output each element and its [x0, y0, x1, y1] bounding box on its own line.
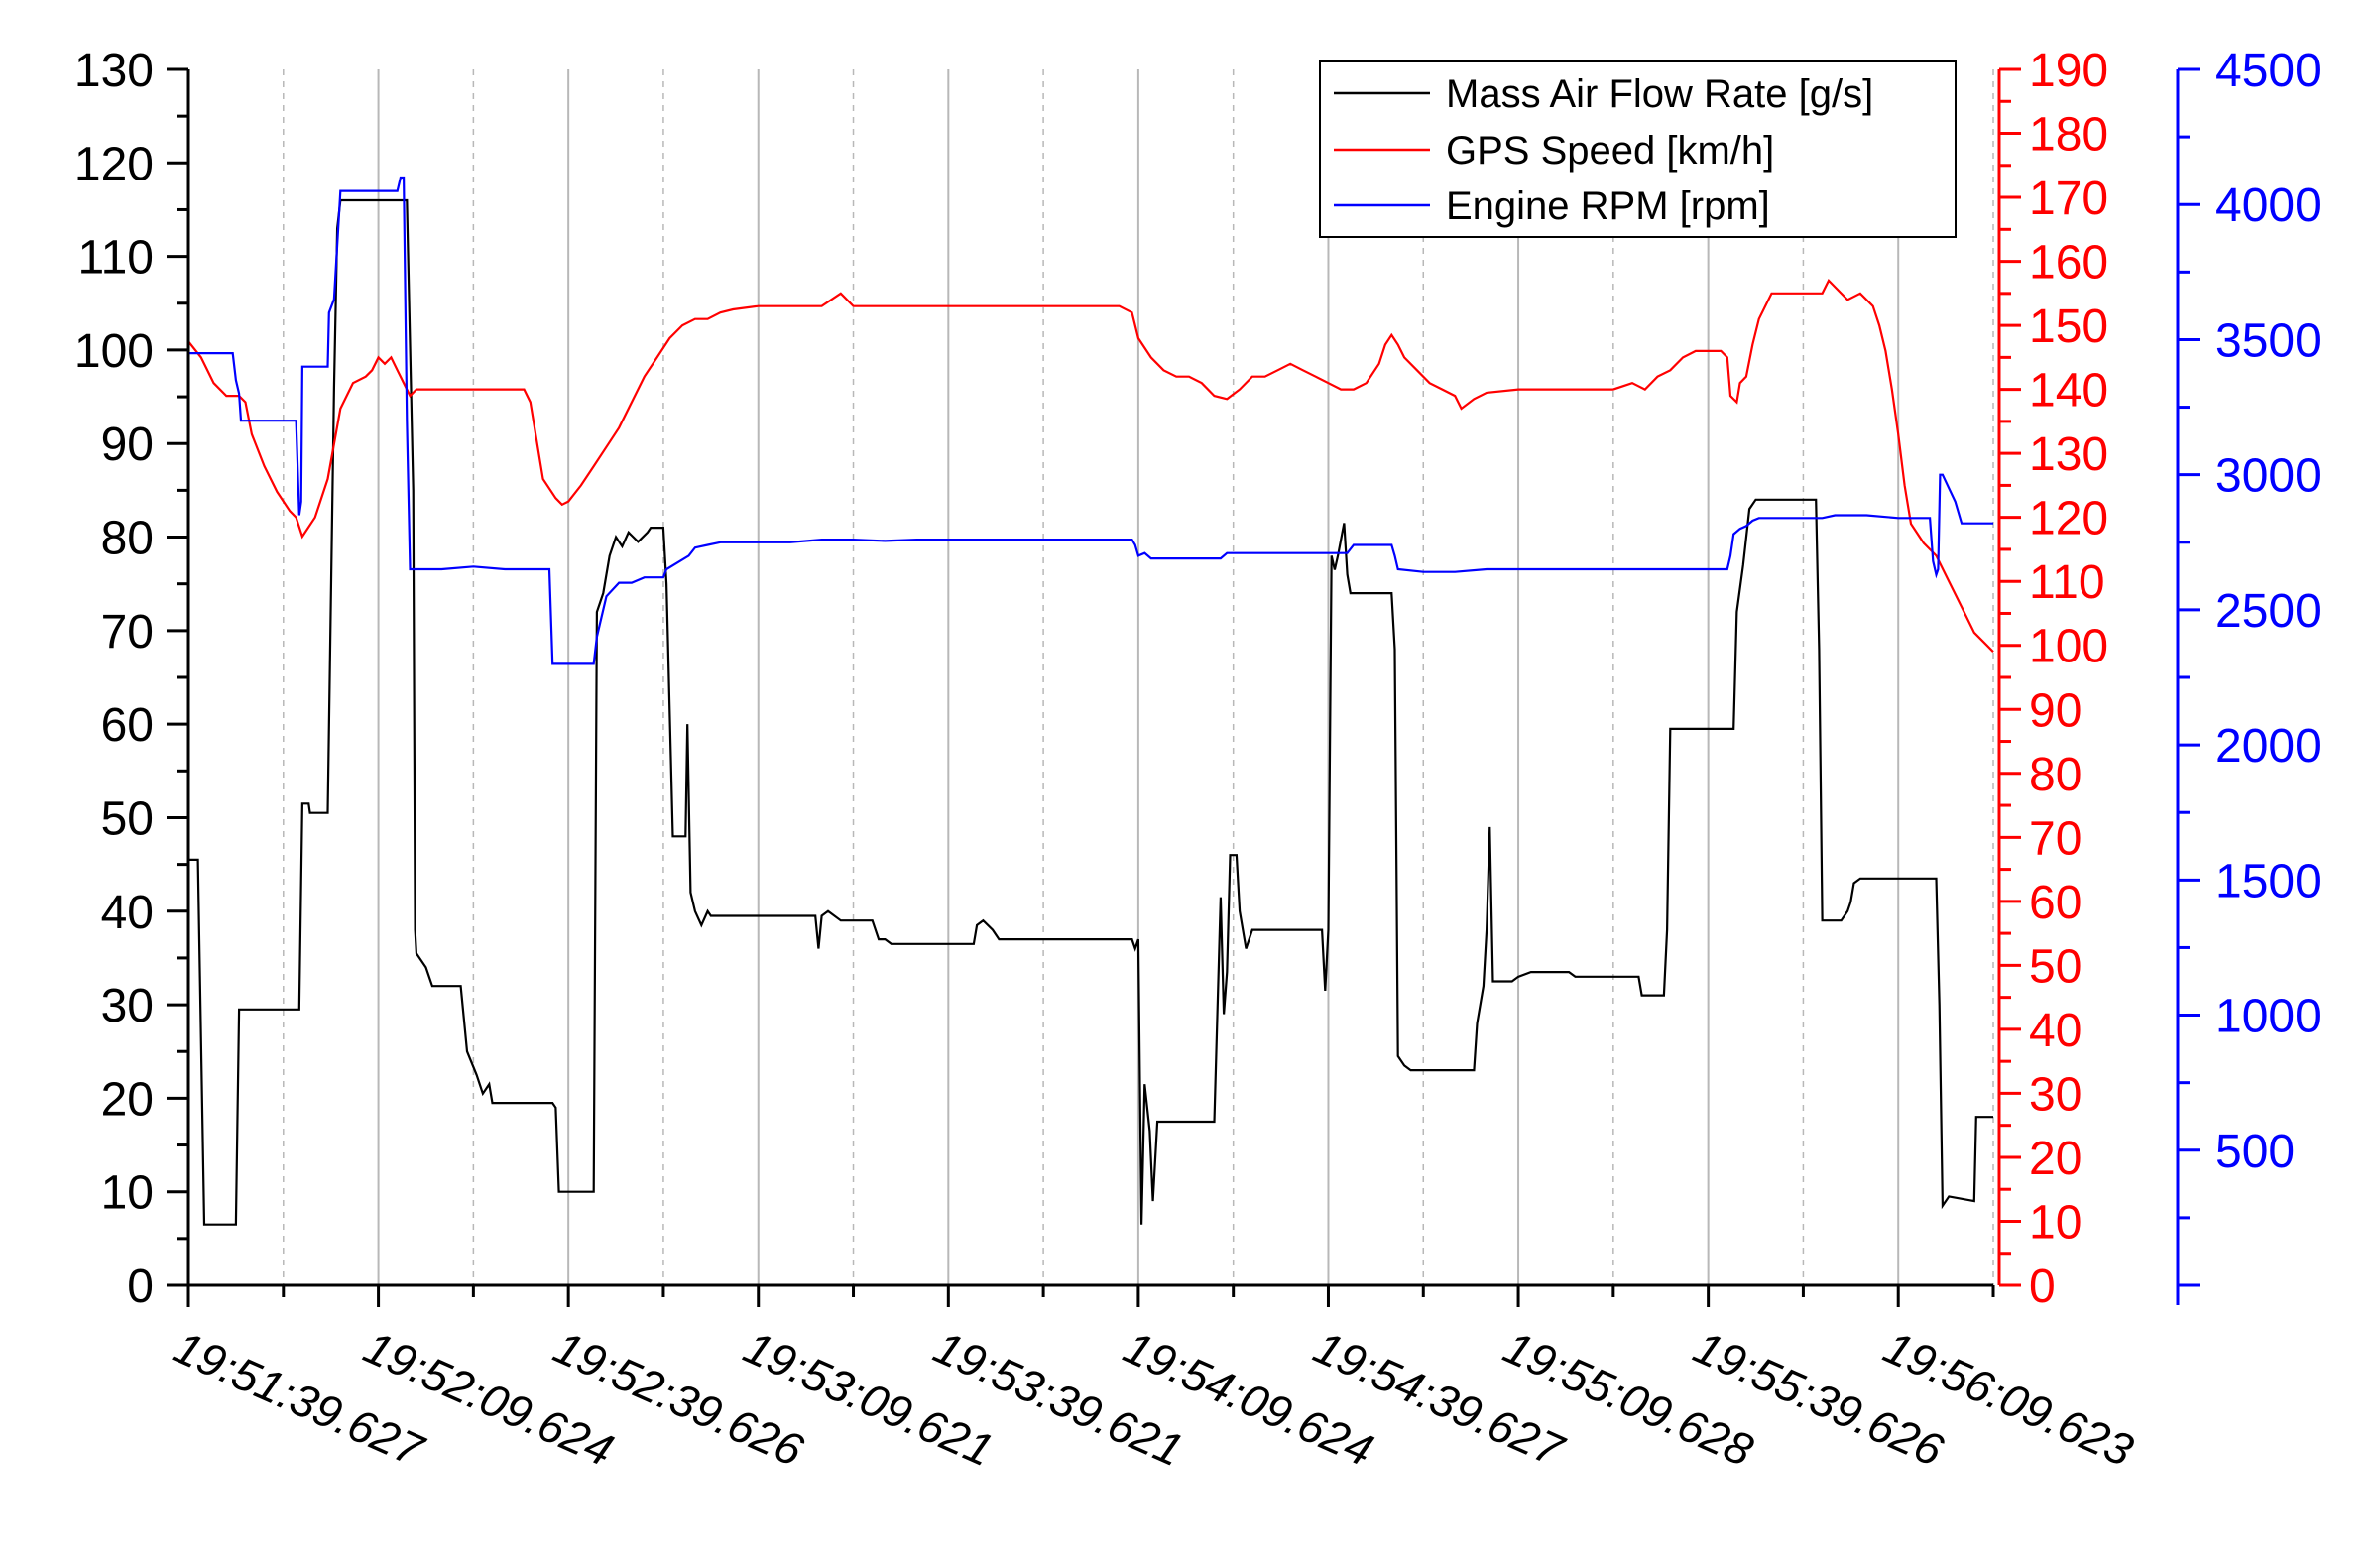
series-layer — [187, 176, 1994, 1226]
speed-y-tick-label: 190 — [2029, 45, 2108, 97]
rpm-y-tick-label: 1500 — [2215, 855, 2321, 907]
left-y-tick-label: 30 — [101, 980, 154, 1032]
speed-y-tick-label: 50 — [2029, 940, 2082, 993]
vertical-grid — [283, 69, 1994, 1285]
left-y-tick-label: 40 — [101, 887, 154, 939]
speed-y-tick-label: 110 — [2029, 556, 2105, 609]
speed-y-tick-label: 0 — [2029, 1261, 2056, 1313]
speed-y-tick-label: 70 — [2029, 812, 2082, 865]
speed-y-tick-label: 180 — [2029, 109, 2108, 162]
axes-layer: 19:51:39.62719:52:09.62419:52:39.62619:5… — [74, 45, 2321, 1477]
rpm-y-tick-label: 500 — [2215, 1126, 2295, 1178]
speed-y-tick-label: 30 — [2029, 1068, 2082, 1121]
speed-y-tick-label: 100 — [2029, 621, 2108, 673]
engine-rpm-line — [188, 176, 1993, 665]
left-y-tick-label: 130 — [74, 45, 154, 97]
left-y-tick-label: 80 — [101, 513, 154, 565]
speed-y-tick-label: 10 — [2029, 1196, 2082, 1249]
left-y-tick-label: 20 — [101, 1073, 154, 1126]
rpm-y-tick-label: 1000 — [2215, 991, 2321, 1043]
rpm-y-tick-label: 2500 — [2215, 585, 2321, 638]
speed-y-tick-label: 150 — [2029, 301, 2108, 353]
left-y-tick-label: 90 — [101, 419, 154, 471]
legend-label-engine-rpm: Engine RPM [rpm] — [1446, 184, 1770, 228]
left-y-tick-label: 110 — [77, 232, 154, 285]
rpm-y-tick-label: 3000 — [2215, 450, 2321, 503]
speed-y-tick-label: 90 — [2029, 684, 2082, 737]
speed-y-tick-label: 20 — [2029, 1133, 2082, 1185]
speed-y-tick-label: 120 — [2029, 493, 2108, 545]
left-y-tick-label: 10 — [101, 1167, 154, 1220]
rpm-y-tick-label: 2000 — [2215, 720, 2321, 773]
left-y-tick-label: 50 — [101, 792, 154, 845]
left-y-tick-label: 120 — [74, 138, 154, 190]
left-y-tick-label: 60 — [101, 699, 154, 752]
legend-label-gps-speed: GPS Speed [km/h] — [1446, 129, 1774, 173]
rpm-y-tick-label: 4500 — [2215, 45, 2321, 97]
left-y-tick-label: 70 — [101, 606, 154, 659]
left-y-tick-label: 100 — [74, 325, 154, 378]
speed-y-tick-label: 130 — [2029, 428, 2108, 481]
mass-air-flow-line — [188, 198, 1993, 1226]
chart-legend: Mass Air Flow Rate [g/s] GPS Speed [km/h… — [1319, 60, 1957, 238]
speed-y-tick-label: 140 — [2029, 365, 2108, 418]
rpm-y-tick-label: 4000 — [2215, 180, 2321, 232]
legend-label-mass-air-flow: Mass Air Flow Rate [g/s] — [1446, 72, 1873, 116]
rpm-y-tick-label: 3500 — [2215, 314, 2321, 367]
speed-y-tick-label: 160 — [2029, 237, 2108, 290]
gps-speed-line — [187, 279, 1994, 653]
speed-y-tick-label: 60 — [2029, 877, 2082, 929]
speed-y-tick-label: 170 — [2029, 173, 2108, 225]
speed-y-tick-label: 80 — [2029, 749, 2082, 801]
left-y-tick-label: 0 — [127, 1261, 154, 1313]
speed-y-tick-label: 40 — [2029, 1005, 2082, 1057]
